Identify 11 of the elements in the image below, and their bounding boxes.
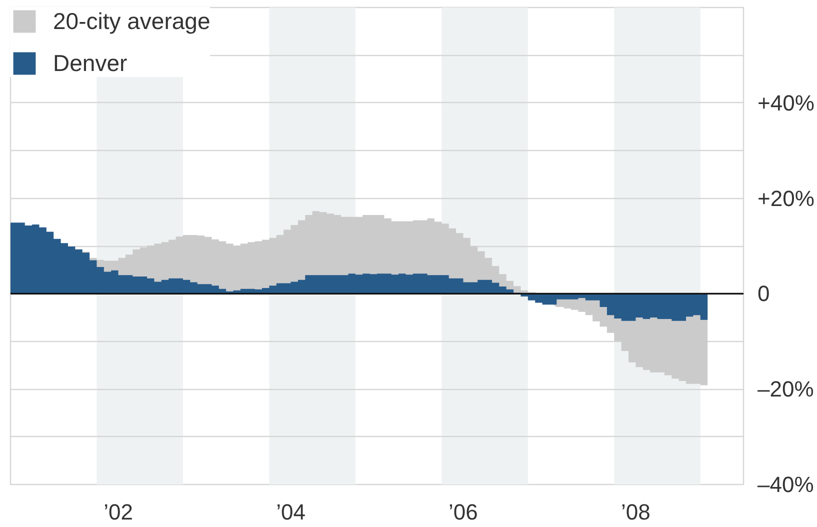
y-tick-label: –20%: [758, 376, 814, 402]
x-tick-label: ’06: [448, 500, 478, 524]
y-tick-label: +40%: [758, 90, 814, 116]
legend-label: 20-city average: [53, 7, 210, 35]
x-tick-label: ’02: [104, 500, 133, 524]
legend-label: Denver: [53, 49, 128, 77]
x-tick-label: ’08: [621, 500, 650, 524]
y-tick-label: 0: [758, 281, 770, 306]
y-tick-label: –40%: [758, 472, 814, 497]
x-tick-label: ’04: [276, 500, 306, 524]
y-tick-label: +20%: [758, 186, 814, 211]
